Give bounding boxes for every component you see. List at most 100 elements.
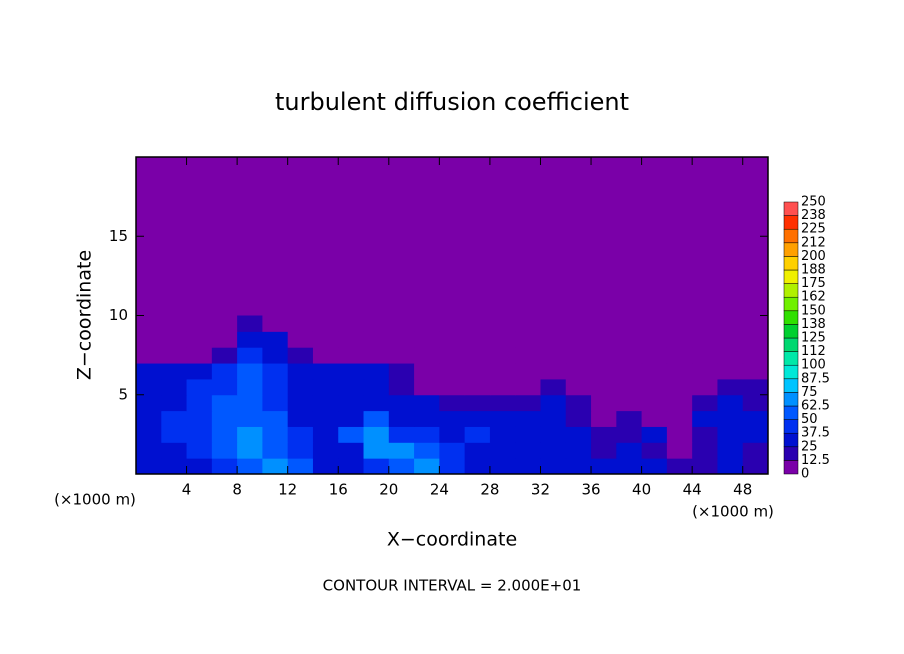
heat-cell <box>489 347 516 364</box>
heat-cell <box>540 331 567 348</box>
heat-cell <box>616 458 643 475</box>
heat-cell <box>742 458 769 475</box>
heat-cell <box>692 442 718 459</box>
chart-title: turbulent diffusion coefficient <box>275 88 629 116</box>
heat-cell <box>312 331 339 348</box>
colorbar-swatch <box>783 392 799 407</box>
x-tick-label: 36 <box>581 481 600 499</box>
heat-cell <box>136 363 162 380</box>
heat-cell <box>439 378 466 396</box>
heat-cell <box>641 426 668 443</box>
heat-cell <box>211 426 238 443</box>
heat-cell <box>692 394 718 412</box>
heat-cell <box>591 315 617 332</box>
heat-cell <box>591 363 617 380</box>
heat-cell <box>388 378 415 396</box>
colorbar-label: 62.5 <box>801 399 830 414</box>
heat-cell <box>489 315 516 332</box>
heat-cell <box>616 363 643 380</box>
heat-cell <box>338 426 365 443</box>
colorbar-swatch <box>783 460 799 475</box>
colorbar-swatch <box>783 296 799 312</box>
heat-cell <box>414 331 440 348</box>
colorbar-swatch <box>783 405 799 420</box>
heat-cell <box>262 394 289 412</box>
colorbar-label: 25 <box>801 439 818 454</box>
heat-cell <box>717 458 744 475</box>
heat-cell <box>262 347 289 364</box>
x-tick-label: 8 <box>232 481 242 499</box>
colorbar-label: 37.5 <box>801 426 830 441</box>
heat-cell <box>363 378 390 396</box>
heat-cell <box>186 410 213 427</box>
heat-cell <box>237 315 263 332</box>
heat-cell <box>565 410 592 427</box>
heat-cell <box>565 378 592 396</box>
heat-cell <box>338 458 365 475</box>
heat-cell <box>363 347 390 364</box>
colorbar-swatch <box>783 432 799 448</box>
heat-cell <box>489 458 516 475</box>
colorbar-label: 188 <box>801 263 826 278</box>
colorbar-label: 125 <box>801 331 826 346</box>
heat-cell <box>515 331 541 348</box>
heat-cell <box>641 315 668 332</box>
heat-cell <box>439 315 466 332</box>
heat-cell <box>439 347 466 364</box>
heat-cell <box>565 331 592 348</box>
heat-cell <box>312 426 339 443</box>
heat-cell <box>666 315 693 332</box>
heat-cell <box>287 426 314 443</box>
heat-cell <box>616 378 643 396</box>
heat-cell <box>414 458 440 475</box>
heat-cell <box>136 410 162 427</box>
heat-cell <box>211 410 238 427</box>
heat-cell <box>439 410 466 427</box>
heat-cell <box>616 394 643 412</box>
heat-cell <box>161 394 188 412</box>
heat-cell <box>591 347 617 364</box>
heat-cell <box>515 347 541 364</box>
heat-cell <box>414 426 440 443</box>
heat-cell <box>464 410 491 427</box>
colorbar-swatch <box>783 351 799 366</box>
heat-cell <box>338 410 365 427</box>
heat-cell <box>666 410 693 427</box>
colorbar-swatch <box>783 364 799 380</box>
heat-cell <box>136 426 162 443</box>
heat-cell <box>287 410 314 427</box>
heat-cell <box>312 363 339 380</box>
heat-cell <box>439 442 466 459</box>
heat-cell <box>211 394 238 412</box>
heat-cell <box>666 458 693 475</box>
colorbar-label: 225 <box>801 222 826 237</box>
heat-cell <box>338 347 365 364</box>
heat-cell <box>186 378 213 396</box>
heat-cell <box>489 410 516 427</box>
colorbar-label: 238 <box>801 208 826 223</box>
colorbar-swatch <box>783 283 799 298</box>
heat-cell <box>616 315 643 332</box>
heat-cell <box>363 442 390 459</box>
heat-cell <box>161 410 188 427</box>
heat-cell <box>666 378 693 396</box>
heat-cell <box>287 315 314 332</box>
y-axis-label: Z−coordinate <box>74 250 96 380</box>
heat-cell <box>565 315 592 332</box>
heat-cell <box>439 394 466 412</box>
heat-cell <box>287 394 314 412</box>
heat-cell <box>338 315 365 332</box>
heat-cell <box>591 410 617 427</box>
heat-cell <box>414 378 440 396</box>
colorbar-label: 162 <box>801 290 826 305</box>
colorbar-label: 200 <box>801 249 826 264</box>
heat-cell <box>641 347 668 364</box>
heat-cell <box>717 426 744 443</box>
heat-cell <box>414 410 440 427</box>
x-tick-label: 12 <box>278 481 297 499</box>
colorbar-label: 12.5 <box>801 453 830 468</box>
heat-cell <box>211 458 238 475</box>
heat-cell <box>237 458 263 475</box>
heat-cell <box>363 426 390 443</box>
heat-cell <box>742 363 769 380</box>
